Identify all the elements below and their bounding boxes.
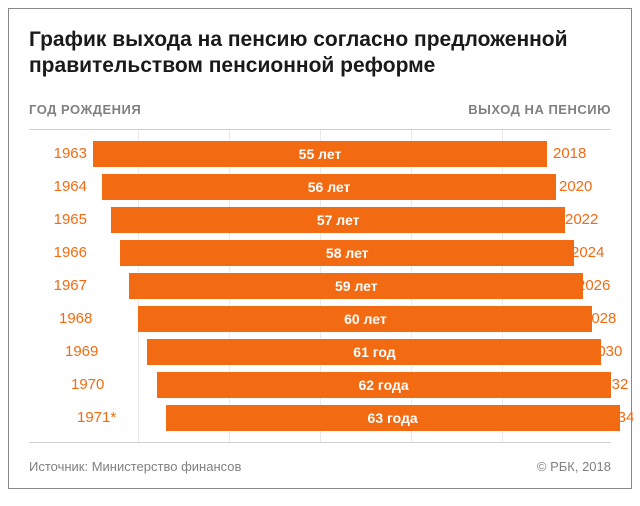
age-bar: 56 лет — [102, 174, 556, 200]
age-label: 63 года — [368, 410, 418, 426]
bar-row: 196860 лет2028 — [29, 304, 611, 334]
header-birth-year: ГОД РОЖДЕНИЯ — [29, 102, 141, 117]
bar-area: 56 лет — [93, 172, 547, 202]
age-label: 57 лет — [317, 212, 360, 228]
retire-year-label: 2018 — [547, 145, 611, 162]
age-bar: 63 года — [166, 405, 620, 431]
bar-row: 196557 лет2022 — [29, 205, 611, 235]
age-label: 58 лет — [326, 245, 369, 261]
bar-area: 61 год — [93, 337, 547, 367]
age-label: 59 лет — [335, 278, 378, 294]
age-bar: 55 лет — [93, 141, 547, 167]
bar-row: 197062 года2032 — [29, 370, 611, 400]
birth-year-label: 1964 — [29, 178, 93, 195]
birth-year-label: 1963 — [29, 145, 93, 162]
age-bar: 59 лет — [129, 273, 583, 299]
bar-area: 58 лет — [93, 238, 547, 268]
column-headers: ГОД РОЖДЕНИЯ ВЫХОД НА ПЕНСИЮ — [29, 102, 611, 117]
bar-area: 63 года — [93, 403, 547, 433]
bar-area: 59 лет — [93, 271, 547, 301]
birth-year-label: 1969 — [29, 343, 93, 360]
birth-year-label: 1965 — [29, 211, 93, 228]
bar-area: 60 лет — [93, 304, 547, 334]
bar-area: 55 лет — [93, 139, 547, 169]
age-label: 61 год — [353, 344, 395, 360]
age-bar: 57 лет — [111, 207, 565, 233]
age-label: 55 лет — [299, 146, 342, 162]
birth-year-label: 1970 — [29, 376, 93, 393]
age-bar: 58 лет — [120, 240, 574, 266]
bar-row: 1964 56 лет 2020 — [29, 172, 611, 202]
bar-area: 57 лет — [93, 205, 547, 235]
bar-row: 196961 год2030 — [29, 337, 611, 367]
bar-chart: 196355 лет2018196456 лет2020196557 лет20… — [29, 129, 611, 443]
infographic-card: График выхода на пенсию согласно предлож… — [8, 8, 632, 489]
age-label: 62 года — [358, 377, 408, 393]
bar-row: 196658 лет2024 — [29, 238, 611, 268]
birth-year-label: 1967 — [29, 277, 93, 294]
age-bar: 62 года — [157, 372, 611, 398]
age-bar: 61 год — [147, 339, 601, 365]
bar-row: 1963 55 лет 2018 — [29, 139, 611, 169]
birth-year-label: 1968 — [29, 310, 93, 327]
age-bar: 60 лет — [138, 306, 592, 332]
header-retire-year: ВЫХОД НА ПЕНСИЮ — [468, 102, 611, 117]
copyright-text: © РБК, 2018 — [537, 459, 611, 474]
bar-area: 62 года — [93, 370, 547, 400]
bar-row: 1971*63 года2034 — [29, 403, 611, 433]
retire-year-label: 2020 — [547, 178, 611, 195]
source-text: Источник: Министерство финансов — [29, 459, 241, 474]
chart-footer: Источник: Министерство финансов © РБК, 2… — [29, 459, 611, 474]
bar-row: 196759 лет2026 — [29, 271, 611, 301]
age-label: 60 лет — [344, 311, 387, 327]
birth-year-label: 1966 — [29, 244, 93, 261]
birth-year-label: 1971* — [29, 409, 93, 426]
age-label: 56 лет — [308, 179, 351, 195]
chart-title: График выхода на пенсию согласно предлож… — [29, 27, 611, 80]
